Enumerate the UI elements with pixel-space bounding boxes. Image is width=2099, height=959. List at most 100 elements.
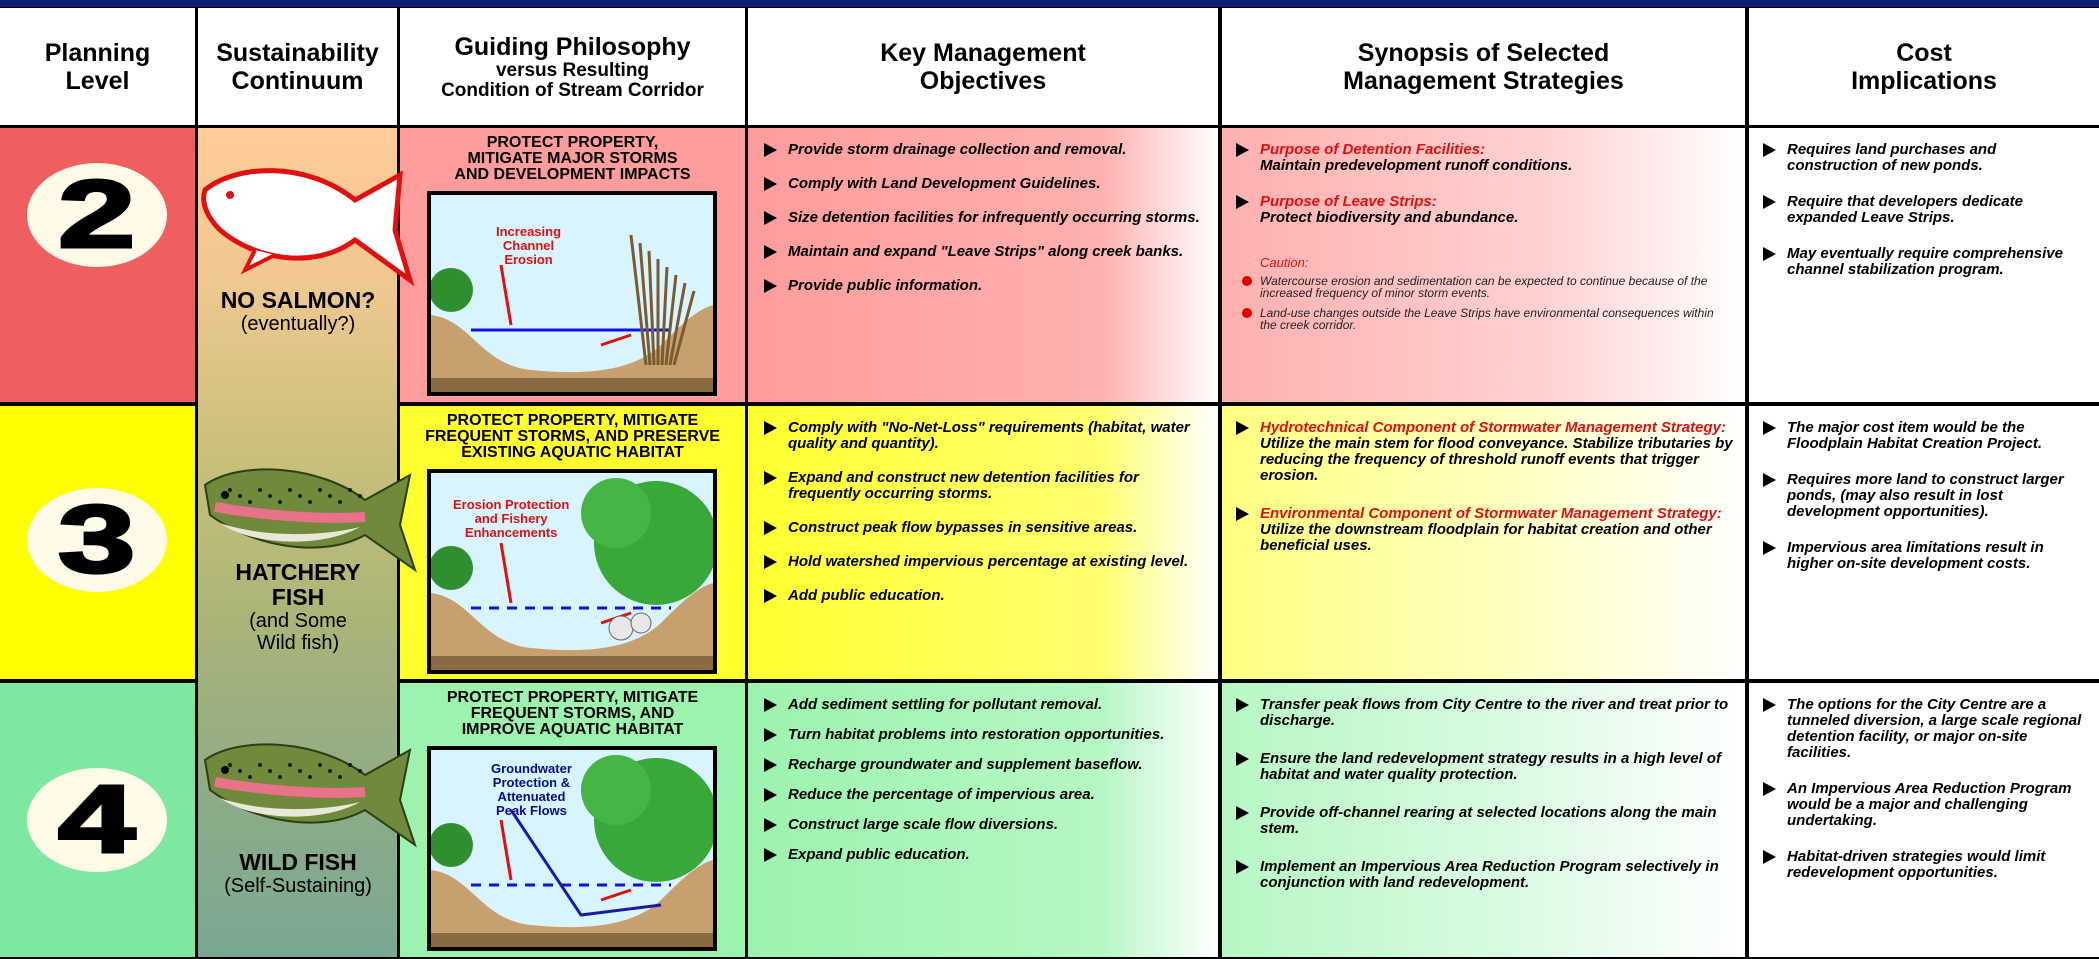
objective-text: Add sediment settling for pollutant remo…: [788, 696, 1103, 713]
continuum-note: (eventually?): [240, 313, 356, 335]
bullet: [764, 211, 777, 225]
continuum-label: WILD FISH (Self-Sustaining): [198, 849, 398, 898]
bullet: [764, 245, 777, 259]
shape: [660, 266, 669, 366]
picture-label: Groundwater Protection & Attenuated Peak Fl…: [491, 762, 572, 818]
objective: Maintain and expand "Leave Strips" along…: [762, 244, 1202, 260]
shape: [288, 488, 292, 492]
strategy-title: Environmental Component of Stormwater Ma…: [1260, 505, 1722, 522]
shape: [509, 809, 662, 917]
continuum-title: HATCHERY: [235, 559, 361, 585]
bullet-dot: [1242, 308, 1252, 318]
strategies-cell: Transfer peak flows from City Centre to …: [1222, 683, 1745, 957]
strategy: Ensure the land redevelopment strategy r…: [1234, 751, 1734, 783]
cost-text: The options for the City Centre are a tu…: [1787, 696, 2082, 761]
strategy-text: Protect biodiversity and abundance.: [1260, 209, 1519, 226]
objective: Reduce the percentage of impervious area…: [762, 787, 1202, 803]
header-line: Synopsis of Selected: [1357, 38, 1610, 67]
objective: Construct large scale flow diversions.: [762, 817, 1202, 833]
bullet: [1236, 421, 1249, 435]
caution-list: Watercourse erosion and sedimentation ca…: [1242, 275, 1722, 339]
shape: [298, 769, 302, 773]
picture-label: Erosion Protection and Fishery Enhancement…: [453, 498, 569, 540]
shape: [214, 502, 366, 523]
cost: An Impervious Area Reduction Program wou…: [1761, 781, 2086, 829]
objectives-cell: Add sediment settling for pollutant remo…: [748, 683, 1218, 957]
header-cell: Planning Level: [0, 8, 195, 125]
bullet: [1763, 850, 1776, 864]
shape: [288, 763, 292, 767]
bullet: [764, 521, 777, 535]
picture-label-line: Peak Flows: [496, 803, 567, 818]
objective: Add public education.: [762, 588, 1202, 604]
strategy: Hydrotechnical Component of Stormwater M…: [1234, 420, 1734, 484]
shape: [431, 546, 473, 590]
header-cell: Key Management Objectives: [748, 8, 1218, 125]
strategy-title: Purpose of Leave Strips:: [1260, 193, 1437, 210]
shape: [328, 494, 332, 498]
shape: [499, 264, 632, 347]
strategy: Purpose of Leave Strips: Protect biodiver…: [1234, 194, 1734, 226]
shape: [348, 763, 352, 767]
picture-label-line: Channel: [502, 238, 555, 253]
objective: Hold watershed impervious percentage at …: [762, 554, 1202, 570]
continuum-title: FISH: [271, 584, 325, 610]
shape: [308, 775, 312, 779]
objectives-list: Comply with "No-Net-Loss" requirements (…: [762, 420, 1202, 622]
strategy-text: Provide off-channel rearing at selected …: [1260, 804, 1717, 837]
bullet: [1763, 247, 1776, 261]
cost: Require that developers dedicate expande…: [1761, 194, 2086, 226]
header-subline: versus Resulting: [495, 59, 650, 81]
header-line: Guiding Philosophy: [454, 32, 691, 61]
shape: [220, 523, 360, 542]
cost: Requires land purchases and construction…: [1761, 142, 2086, 174]
header-line: Continuum: [231, 66, 364, 95]
objectives-cell: Provide storm drainage collection and re…: [748, 128, 1218, 402]
shape: [238, 769, 242, 773]
caution-item: Land-use changes outside the Leave Strip…: [1242, 307, 1722, 331]
bullet: [764, 471, 777, 485]
objective: Construct peak flow bypasses in sensitiv…: [762, 520, 1202, 536]
header-line: Level: [65, 66, 130, 95]
cost-text: Requires land purchases and construction…: [1787, 141, 1997, 174]
strategies-cell: Hydrotechnical Component of Stormwater M…: [1222, 406, 1745, 679]
level-badge: 4: [27, 768, 167, 872]
shape: [348, 488, 352, 492]
objective: Provide public information.: [762, 278, 1202, 294]
shape: [228, 488, 232, 492]
cost-text: The major cost item would be the Floodpl…: [1787, 419, 2043, 452]
shape: [672, 290, 696, 366]
picture-label: Increasing Channel Erosion: [496, 225, 561, 267]
strategy-text: Maintain predevelopment runoff condition…: [1260, 157, 1573, 174]
picture-label-line: Attenuated: [497, 789, 566, 804]
bullet: [764, 177, 777, 191]
shape: [318, 763, 322, 767]
illustration: [201, 168, 415, 287]
heading-line: MITIGATE MAJOR STORMS: [467, 150, 678, 167]
shape: [630, 612, 652, 634]
shape: [431, 860, 713, 947]
shape: [431, 305, 713, 392]
corridor-picture: Groundwater Protection & Attenuated Peak Fl…: [427, 746, 717, 951]
shape: [278, 500, 282, 504]
illustration: [203, 743, 417, 848]
shape: [298, 494, 302, 498]
objectives-list: Provide storm drainage collection and re…: [762, 142, 1202, 312]
cost-text: May eventually require comprehensive cha…: [1787, 245, 2063, 278]
bullet: [1763, 473, 1776, 487]
objective-text: Provide public information.: [788, 277, 983, 294]
continuum-title: WILD FISH: [239, 849, 357, 875]
header-cell: Synopsis of Selected Management Strategie…: [1222, 8, 1745, 125]
objective: Expand and construct new detention facil…: [762, 470, 1202, 502]
bullet: [764, 818, 777, 832]
objective-text: Construct large scale flow diversions.: [788, 816, 1059, 833]
bullet: [1236, 752, 1249, 766]
level-badge: 3: [27, 488, 167, 592]
shape: [214, 777, 366, 798]
header-line: Sustainability: [216, 38, 379, 67]
objective-text: Reduce the percentage of impervious area…: [788, 786, 1095, 803]
shape: [499, 819, 632, 902]
level-number: 4: [56, 766, 138, 873]
header-line: Key Management: [880, 38, 1086, 67]
cost: Requires more land to construct larger p…: [1761, 472, 2086, 520]
